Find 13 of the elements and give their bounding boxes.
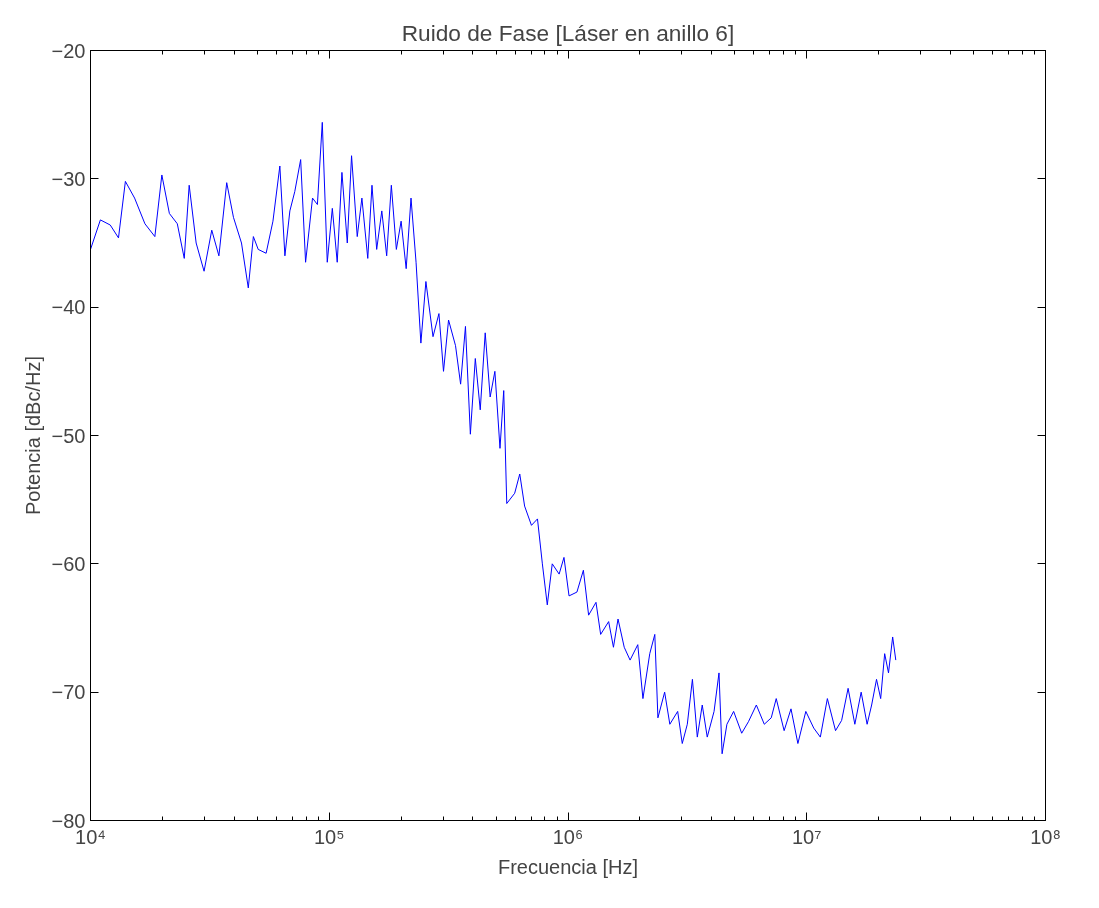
- x-axis-title: Frecuencia [Hz]: [497, 855, 639, 878]
- chart-title: Ruido de Fase [Láser en anillo 6]: [401, 19, 735, 46]
- y-tick-label: −40: [51, 296, 86, 319]
- y-tick-label: −30: [51, 167, 86, 190]
- y-tick-label: −20: [51, 39, 86, 62]
- x-tick-label: 10⁵: [313, 825, 345, 848]
- x-tick-label: 10⁸: [1030, 825, 1061, 848]
- y-tick-label: −60: [51, 552, 86, 575]
- y-tick-label: −70: [51, 681, 86, 704]
- y-axis-title: Potencia [dBc/Hz]: [21, 356, 44, 515]
- y-tick-label: −50: [51, 424, 86, 447]
- x-tick-label: 10⁶: [552, 825, 584, 848]
- x-tick-label: 10⁷: [792, 825, 822, 848]
